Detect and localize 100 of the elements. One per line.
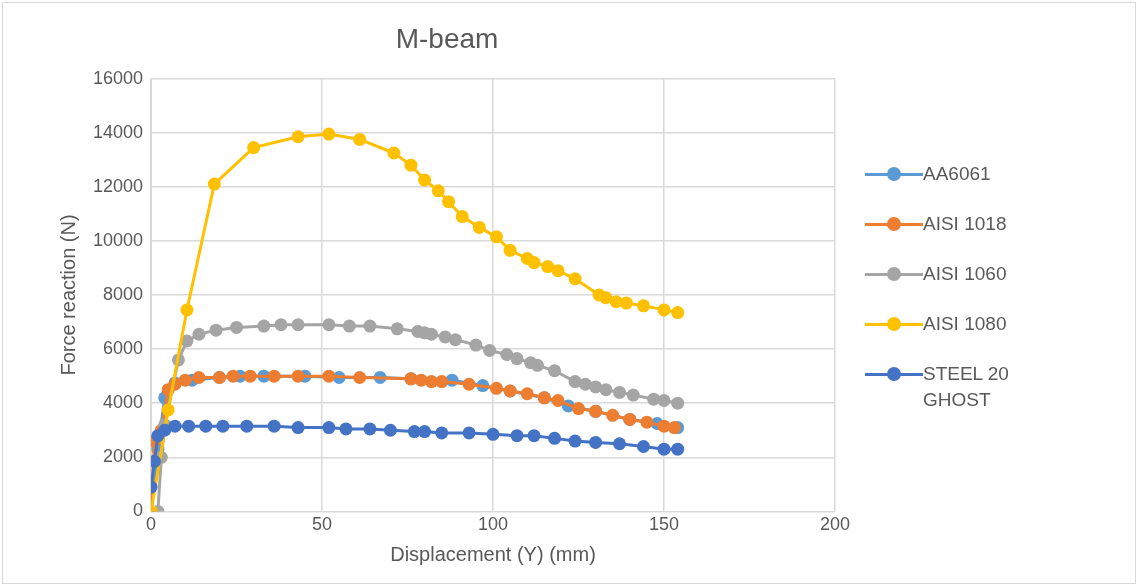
x-tick-label: 0 [146, 514, 157, 535]
point [168, 419, 182, 433]
point [230, 320, 244, 334]
point [383, 423, 397, 437]
point [489, 381, 503, 395]
point [599, 383, 613, 397]
point [240, 419, 254, 433]
point [291, 130, 305, 144]
point [462, 377, 476, 391]
point [322, 421, 336, 435]
point [207, 177, 221, 191]
point [613, 385, 627, 399]
point [448, 333, 462, 347]
point [418, 173, 432, 187]
point [267, 419, 281, 433]
point [435, 375, 449, 389]
point [390, 322, 404, 336]
point [640, 415, 654, 429]
point [267, 369, 281, 383]
point [510, 352, 524, 366]
point [455, 210, 469, 224]
point [636, 439, 650, 453]
point [158, 423, 172, 437]
x-tick-label: 100 [478, 514, 509, 535]
point [626, 388, 640, 402]
point [606, 408, 620, 422]
point [527, 429, 541, 443]
point [322, 127, 336, 141]
point [527, 256, 541, 270]
point [500, 348, 514, 362]
point [572, 402, 586, 416]
point [209, 323, 223, 337]
point [339, 422, 353, 436]
point [291, 369, 305, 383]
point [353, 371, 367, 384]
point [599, 291, 613, 305]
point [657, 442, 671, 456]
point [503, 243, 517, 257]
y-tick-label: 10000 [92, 229, 144, 250]
point [442, 195, 456, 209]
y-axis-title: Force reaction (N) [56, 214, 79, 376]
point [291, 421, 305, 435]
legend-label: AISI 1060 [923, 262, 1008, 286]
point [243, 369, 257, 383]
point [435, 426, 449, 440]
legend-label: AISI 1018 [923, 212, 1008, 236]
point [657, 303, 671, 317]
point [619, 296, 633, 310]
point [548, 364, 562, 378]
x-tick-label: 50 [312, 514, 333, 535]
y-tick-label: 4000 [103, 392, 144, 413]
point [322, 318, 336, 332]
point [568, 434, 582, 448]
point [510, 429, 524, 443]
point [363, 319, 377, 333]
point [226, 369, 240, 383]
point [291, 318, 305, 332]
y-tick-label: 8000 [103, 283, 144, 304]
y-tick-label: 0 [133, 500, 144, 521]
point [568, 272, 582, 286]
point [469, 338, 483, 352]
legend-label: STEEL 20 GHOST [923, 362, 1010, 412]
point [431, 184, 445, 198]
point [548, 431, 562, 445]
point [178, 373, 192, 387]
point [353, 132, 367, 146]
y-tick-label: 12000 [92, 175, 144, 196]
point [161, 403, 175, 417]
point [520, 387, 534, 401]
point [462, 426, 476, 440]
x-tick-label: 200 [819, 514, 851, 535]
point [671, 306, 685, 320]
point [551, 264, 565, 278]
point [530, 358, 544, 372]
point [199, 419, 213, 433]
point [671, 442, 685, 456]
point [541, 260, 555, 274]
chart-title: M-beam [395, 22, 499, 54]
point [486, 427, 500, 441]
point [589, 435, 603, 449]
point [192, 327, 206, 341]
point [489, 230, 503, 244]
y-tick-label: 16000 [92, 67, 144, 88]
point [404, 158, 418, 172]
point [182, 419, 196, 433]
x-tick-label: 150 [648, 514, 680, 535]
y-tick-label: 2000 [103, 446, 144, 467]
point [274, 318, 288, 332]
point [342, 319, 356, 333]
point [589, 380, 603, 394]
point [657, 394, 671, 407]
point [613, 437, 627, 451]
point [180, 303, 194, 317]
point [363, 422, 377, 436]
point [322, 369, 336, 383]
point [483, 343, 497, 357]
point [257, 319, 271, 333]
point [551, 394, 565, 407]
point [472, 220, 486, 234]
legend-label: AISI 1080 [923, 312, 1008, 336]
